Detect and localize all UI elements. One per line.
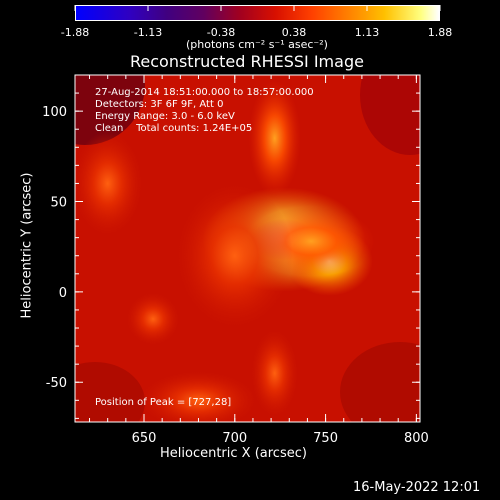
colorbar-tick-label: 1.88: [428, 26, 453, 39]
x-axis-ticks: 650 700 750 800: [89, 75, 429, 446]
colorbar-tick-label: 0.38: [282, 26, 307, 39]
plot-frame: [74, 74, 421, 423]
x-tick-label: 700: [222, 431, 247, 446]
heatmap-dark-region: [340, 342, 420, 422]
peak-position-label: Position of Peak = [727,28]: [95, 397, 232, 408]
heatmap-source: [126, 292, 180, 346]
x-tick-label: 750: [313, 431, 338, 446]
y-tick-label: 50: [50, 196, 67, 211]
heatmap-dark-region: [360, 75, 420, 155]
colorbar-tick-label: -1.13: [134, 26, 162, 39]
colorbar-tick-label: 1.13: [355, 26, 380, 39]
chart-title: Reconstructed RHESSI Image: [130, 52, 364, 71]
heatmap-dark-region: [75, 75, 145, 145]
heatmap-source: [176, 183, 293, 329]
heatmap-source: [75, 131, 143, 236]
y-axis-label: Heliocentric Y (arcsec): [19, 172, 35, 319]
heatmap-image: [75, 75, 420, 422]
footer-timestamp: 16-May-2022 12:01: [353, 480, 481, 495]
y-tick-label: 100: [42, 105, 67, 120]
heatmap-source: [140, 371, 257, 422]
annotation-energy: Energy Range: 3.0 - 6.0 keV: [95, 111, 235, 122]
colorbar-ticks: -1.88 -1.13 -0.38 0.38 1.13 1.88: [61, 5, 452, 39]
colorbar: [75, 5, 440, 21]
x-tick-label: 800: [404, 431, 429, 446]
colorbar-tick-label: -0.38: [207, 26, 235, 39]
colorbar-tick-label: -1.88: [61, 26, 89, 39]
annotation-time: 27-Aug-2014 18:51:00.000 to 18:57:00.000: [95, 87, 314, 98]
annotation-detectors: Detectors: 3F 6F 9F, Att 0: [95, 99, 224, 110]
heatmap-source: [248, 80, 301, 197]
y-axis-ticks: 100 50 0 -50: [42, 74, 420, 419]
annotation-clean: Clean Total counts: 1.24E+05: [95, 123, 253, 134]
y-tick-label: 0: [59, 286, 67, 301]
heatmap-dark-region: [75, 362, 145, 422]
heatmap-source: [251, 329, 298, 417]
x-axis-label: Heliocentric X (arcsec): [160, 446, 307, 461]
x-tick-label: 650: [132, 431, 157, 446]
y-tick-label: -50: [46, 376, 67, 391]
colorbar-units: (photons cm⁻² s⁻¹ asec⁻²): [186, 38, 328, 51]
